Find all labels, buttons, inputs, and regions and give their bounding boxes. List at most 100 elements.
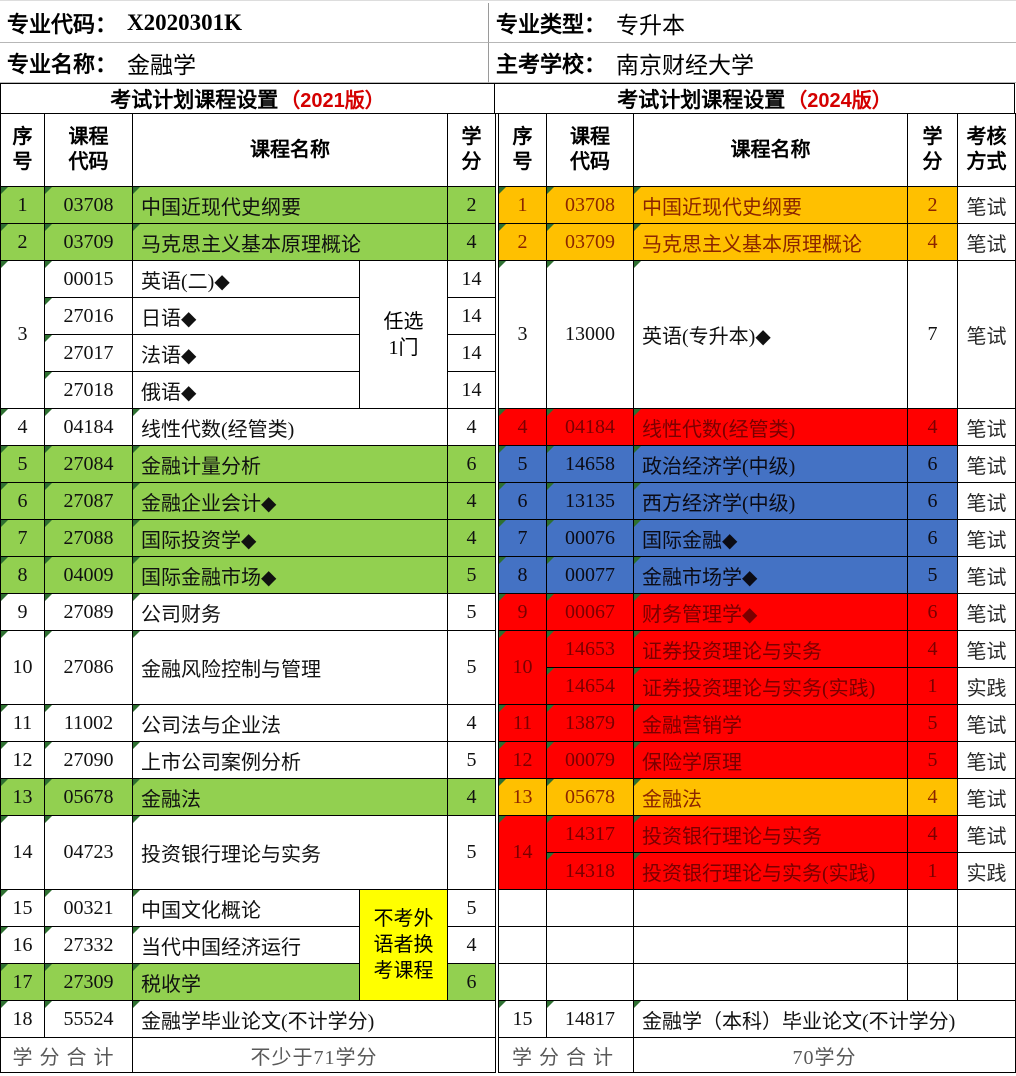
course-name-cell[interactable]: 投资银行理论与实务(实践) (633, 852, 908, 890)
exam-method-cell[interactable]: 笔试 (957, 741, 1016, 779)
seq-cell[interactable]: 11 (498, 704, 547, 742)
exam-method-cell[interactable]: 笔试 (957, 223, 1016, 261)
credit-total-label-cell[interactable]: 学分合计 (498, 1037, 634, 1073)
course-code-cell[interactable]: 13135 (546, 482, 634, 520)
seq-cell[interactable]: 16 (0, 926, 45, 964)
exam-method-cell[interactable]: 笔试 (957, 445, 1016, 483)
credit-cell[interactable]: 1 (907, 667, 958, 705)
course-name-cell[interactable]: 国际投资学◆ (132, 519, 448, 557)
course-code-cell[interactable]: 14653 (546, 630, 634, 668)
exam-method-cell[interactable]: 实践 (957, 852, 1016, 890)
seq-cell[interactable]: 4 (498, 408, 547, 446)
credit-cell[interactable]: 4 (447, 704, 496, 742)
course-name-cell[interactable]: 投资银行理论与实务 (633, 815, 908, 853)
exam-method-cell[interactable]: 笔试 (957, 778, 1016, 816)
course-name-cell[interactable]: 中国近现代史纲要 (633, 186, 908, 224)
credit-cell[interactable]: 5 (907, 704, 958, 742)
credit-cell[interactable]: 4 (907, 778, 958, 816)
course-name-cell[interactable]: 政治经济学(中级) (633, 445, 908, 483)
course-name-cell[interactable]: 中国文化概论 (132, 889, 360, 927)
course-code-cell[interactable]: 04009 (44, 556, 133, 594)
seq-cell[interactable]: 1 (0, 186, 45, 224)
credit-cell[interactable]: 5 (907, 556, 958, 594)
course-name-cell[interactable]: 西方经济学(中级) (633, 482, 908, 520)
empty-cell[interactable] (633, 963, 908, 1001)
course-code-cell[interactable]: 04184 (44, 408, 133, 446)
empty-cell[interactable] (907, 926, 958, 964)
course-code-cell[interactable]: 14318 (546, 852, 634, 890)
course-name-cell[interactable]: 上市公司案例分析 (132, 741, 448, 779)
seq-cell[interactable]: 12 (0, 741, 45, 779)
course-code-cell[interactable]: 00321 (44, 889, 133, 927)
course-code-cell[interactable]: 05678 (546, 778, 634, 816)
empty-cell[interactable] (546, 963, 634, 1001)
course-code-cell[interactable]: 27084 (44, 445, 133, 483)
course-code-cell[interactable]: 27090 (44, 741, 133, 779)
course-name-cell[interactable]: 金融法 (132, 778, 448, 816)
course-name-cell[interactable]: 国际金融◆ (633, 519, 908, 557)
credit-cell[interactable]: 4 (447, 408, 496, 446)
credit-cell[interactable]: 4 (447, 519, 496, 557)
course-code-cell[interactable]: 27018 (44, 371, 133, 409)
course-name-cell[interactable]: 公司财务 (132, 593, 448, 631)
course-name-cell[interactable]: 线性代数(经管类) (132, 408, 448, 446)
course-code-cell[interactable]: 00079 (546, 741, 634, 779)
seq-cell[interactable]: 14 (0, 815, 45, 890)
credit-cell[interactable]: 4 (907, 223, 958, 261)
credit-cell[interactable]: 5 (447, 889, 496, 927)
empty-cell[interactable] (907, 963, 958, 1001)
empty-cell[interactable] (633, 926, 908, 964)
credit-cell[interactable]: 2 (447, 186, 496, 224)
exam-method-cell[interactable]: 笔试 (957, 482, 1016, 520)
course-name-cell[interactable]: 金融法 (633, 778, 908, 816)
course-name-cell[interactable]: 投资银行理论与实务 (132, 815, 448, 890)
course-code-cell[interactable]: 14317 (546, 815, 634, 853)
course-name-cell[interactable]: 公司法与企业法 (132, 704, 448, 742)
course-name-cell[interactable]: 保险学原理 (633, 741, 908, 779)
empty-cell[interactable] (546, 926, 634, 964)
course-code-cell[interactable]: 27332 (44, 926, 133, 964)
course-code-cell[interactable]: 27309 (44, 963, 133, 1001)
credit-cell[interactable]: 5 (447, 741, 496, 779)
exam-method-cell[interactable]: 笔试 (957, 704, 1016, 742)
major-code-cell[interactable]: 专业代码： X2020301K (0, 3, 489, 43)
exam-method-cell[interactable]: 笔试 (957, 815, 1016, 853)
course-name-cell[interactable]: 英语(专升本)◆ (633, 260, 908, 409)
seq-cell[interactable]: 15 (498, 1000, 547, 1038)
course-code-cell[interactable]: 00076 (546, 519, 634, 557)
empty-cell[interactable] (633, 889, 908, 927)
course-name-cell[interactable]: 当代中国经济运行 (132, 926, 360, 964)
seq-cell[interactable]: 4 (0, 408, 45, 446)
credit-cell[interactable]: 6 (907, 482, 958, 520)
credit-cell[interactable]: 5 (447, 815, 496, 890)
seq-cell[interactable]: 18 (0, 1000, 45, 1038)
empty-cell[interactable] (957, 963, 1016, 1001)
course-code-cell[interactable]: 27087 (44, 482, 133, 520)
credit-cell[interactable]: 6 (447, 963, 496, 1001)
exam-method-cell[interactable]: 笔试 (957, 408, 1016, 446)
credit-cell[interactable]: 5 (447, 593, 496, 631)
course-name-cell[interactable]: 金融计量分析 (132, 445, 448, 483)
exchange-note-cell[interactable]: 不考外 语者换 考课程 (359, 889, 448, 1001)
course-code-cell[interactable]: 14658 (546, 445, 634, 483)
seq-cell[interactable]: 8 (498, 556, 547, 594)
credit-cell[interactable]: 4 (907, 815, 958, 853)
empty-cell[interactable] (957, 889, 1016, 927)
seq-cell[interactable]: 11 (0, 704, 45, 742)
seq-cell[interactable]: 9 (498, 593, 547, 631)
credit-cell[interactable]: 6 (907, 519, 958, 557)
exam-method-cell[interactable]: 笔试 (957, 186, 1016, 224)
empty-cell[interactable] (546, 889, 634, 927)
credit-cell[interactable]: 6 (447, 445, 496, 483)
credit-cell[interactable]: 4 (447, 926, 496, 964)
course-code-cell[interactable]: 03709 (44, 223, 133, 261)
credit-cell[interactable]: 14 (447, 371, 496, 409)
course-code-cell[interactable]: 11002 (44, 704, 133, 742)
seq-cell[interactable]: 9 (0, 593, 45, 631)
course-code-cell[interactable]: 00015 (44, 260, 133, 298)
seq-cell[interactable]: 12 (498, 741, 547, 779)
credit-cell[interactable]: 14 (447, 297, 496, 335)
seq-cell[interactable]: 6 (498, 482, 547, 520)
seq-cell[interactable]: 15 (0, 889, 45, 927)
course-name-cell[interactable]: 金融学毕业论文(不计学分) (132, 1000, 496, 1038)
